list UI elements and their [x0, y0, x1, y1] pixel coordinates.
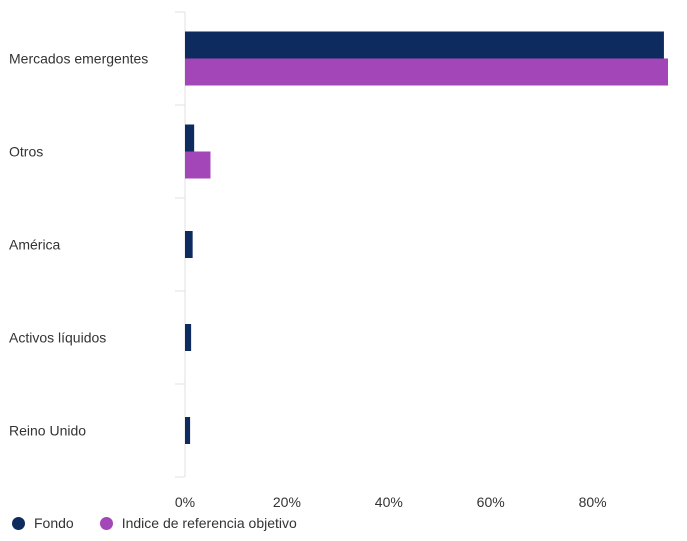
legend-swatch-fondo	[12, 517, 25, 530]
category-label: Reino Unido	[9, 423, 86, 439]
legend-swatch-benchmark	[100, 517, 113, 530]
bar-fondo-2	[185, 231, 193, 258]
legend-item-benchmark[interactable]: Indice de referencia objetivo	[100, 515, 297, 531]
bar-fondo-3	[185, 324, 191, 351]
x-tick-label: 80%	[579, 494, 607, 510]
category-label: Otros	[9, 144, 43, 160]
x-tick-label: 60%	[477, 494, 505, 510]
chart-legend: Fondo Indice de referencia objetivo	[12, 515, 323, 531]
category-label: Activos líquidos	[9, 330, 106, 346]
bar-fondo-4	[185, 417, 190, 444]
category-label: América	[9, 237, 61, 253]
legend-label-benchmark: Indice de referencia objetivo	[122, 515, 297, 531]
legend-label-fondo: Fondo	[34, 515, 74, 531]
x-tick-label: 20%	[273, 494, 301, 510]
legend-item-fondo[interactable]: Fondo	[12, 515, 74, 531]
bar-indice-de-referencia-objetivo-0	[185, 59, 668, 86]
bar-indice-de-referencia-objetivo-1	[185, 152, 210, 179]
category-label: Mercados emergentes	[9, 51, 148, 67]
bar-fondo-0	[185, 32, 664, 59]
x-tick-label: 0%	[175, 494, 195, 510]
x-tick-label: 40%	[375, 494, 403, 510]
bar-fondo-1	[185, 125, 194, 152]
